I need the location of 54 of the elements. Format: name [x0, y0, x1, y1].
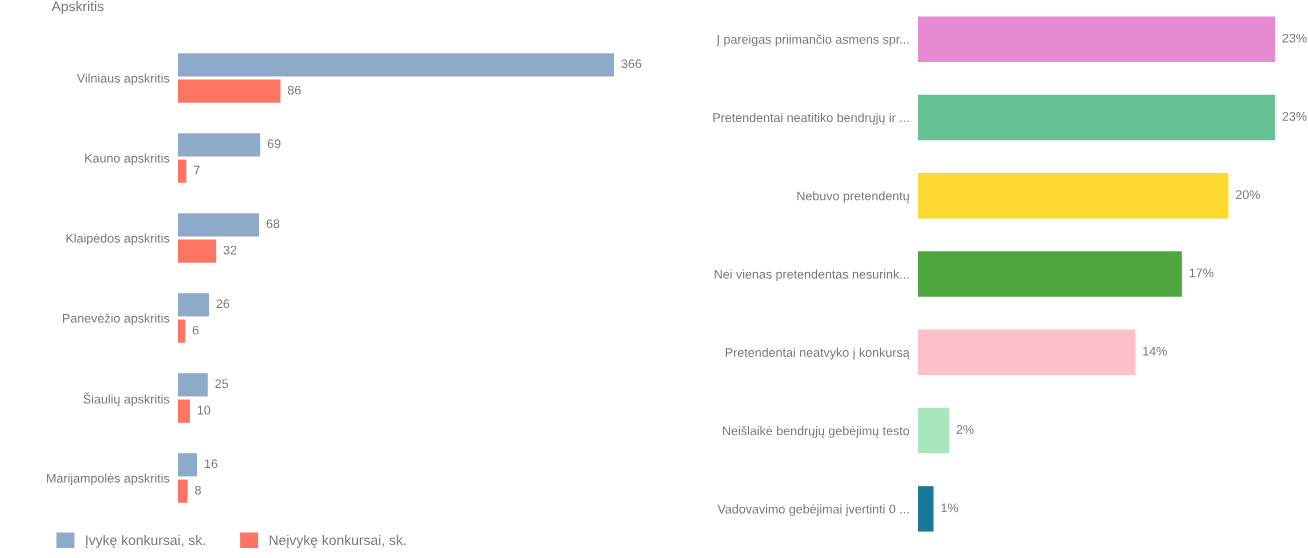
- bar: [918, 486, 934, 532]
- y-tick-label: Neišlaikė bendrųjų gebėjimų testo: [723, 426, 910, 438]
- bar: [918, 172, 1229, 219]
- data-label: 25: [215, 379, 229, 389]
- bar: [918, 94, 1275, 141]
- data-label: 366: [621, 59, 642, 69]
- data-label: 10: [197, 405, 211, 415]
- y-tick-label: Pretendentai neatitiko bendrųjų ir ...: [713, 112, 909, 125]
- y-tick-label: Klaipėdos apskritis: [66, 233, 170, 246]
- bar: [178, 319, 186, 343]
- legend-label: Įvykę konkursai, sk.: [85, 534, 205, 548]
- bar: [178, 133, 261, 157]
- data-label: 32: [223, 245, 237, 255]
- y-tick-label: Vadovavimo gebėjimai įvertinti 0 ...: [717, 504, 909, 516]
- y-axis-title: Apskritis: [51, 1, 104, 14]
- data-label: 16: [204, 459, 218, 469]
- y-tick-label: Nebuvo pretendentų: [797, 191, 910, 203]
- bar: [178, 399, 190, 423]
- bar: [178, 479, 188, 503]
- bar: [918, 251, 1182, 297]
- data-label: 8: [195, 485, 201, 495]
- data-label: 17%: [1189, 268, 1214, 278]
- bar: [178, 53, 614, 77]
- bar: [178, 239, 217, 263]
- data-label: 68: [266, 219, 280, 229]
- bar: [178, 373, 208, 397]
- data-label: 86: [287, 85, 301, 95]
- y-tick-label: Šiaulių apskritis: [83, 392, 170, 407]
- bar: [178, 293, 209, 317]
- y-tick-label: Į pareigas priimančio asmens spr...: [717, 34, 909, 47]
- bar: [178, 79, 281, 103]
- y-tick-label: Panevėžio apskritis: [63, 313, 170, 326]
- legend-label: Neįvykę konkursai, sk.: [269, 534, 406, 548]
- data-label: 7: [193, 165, 200, 175]
- y-tick-label: Kauno apskritis: [85, 153, 170, 166]
- y-tick-label: Vilniaus apskritis: [76, 73, 170, 86]
- data-label: 23%: [1282, 33, 1307, 43]
- data-label: 20%: [1236, 190, 1260, 200]
- data-label: 1%: [941, 503, 959, 513]
- data-label: 23%: [1282, 111, 1307, 121]
- data-label: 2%: [956, 425, 974, 434]
- y-tick-label: Pretendentai neatvyko į konkursą: [725, 347, 910, 360]
- y-tick-label: Nei vienas pretendentas nesurink...: [714, 269, 909, 282]
- bar: [918, 407, 950, 454]
- bar: [178, 159, 187, 183]
- bar: [178, 453, 198, 477]
- bar: [918, 16, 1275, 62]
- bar: [918, 329, 1136, 376]
- data-label: 69: [267, 139, 281, 149]
- data-label: 26: [216, 299, 230, 309]
- data-label: 14%: [1143, 346, 1167, 356]
- data-label: 6: [192, 325, 199, 335]
- bar: [178, 213, 260, 237]
- y-tick-label: Marijampolės apskritis: [47, 473, 170, 486]
